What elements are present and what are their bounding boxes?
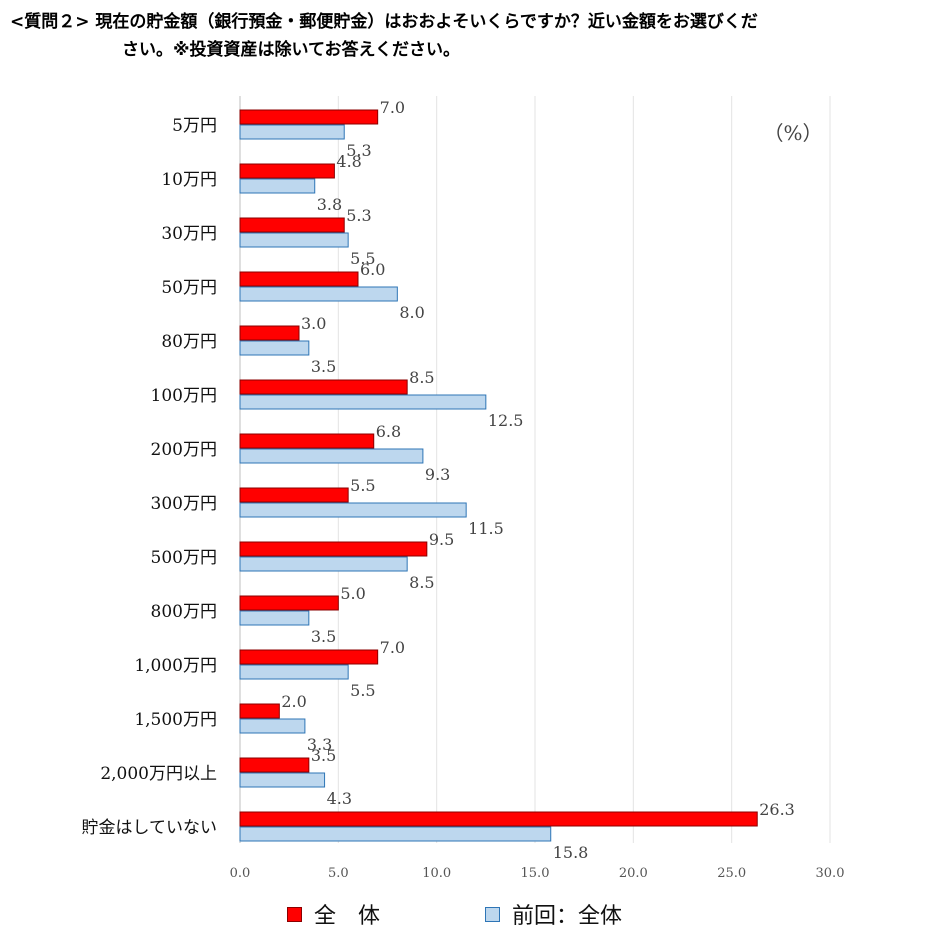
data-label-current: 6.8 [376, 422, 401, 441]
bar-current [239, 757, 310, 773]
bar-previous [239, 502, 467, 518]
data-label-current: 4.8 [336, 152, 361, 171]
category-label: 1,500万円 [134, 710, 217, 730]
bar-previous [239, 556, 408, 572]
bar-previous [239, 448, 424, 464]
legend-label-previous: 前回：全体 [512, 904, 623, 929]
category-label: 10万円 [161, 170, 217, 190]
bar-previous [239, 394, 487, 410]
data-label-previous: 3.8 [317, 195, 342, 214]
bar-previous [239, 124, 345, 140]
data-label-current: 3.5 [311, 746, 336, 765]
x-tick-label: 15.0 [521, 866, 550, 881]
data-label-previous: 11.5 [468, 519, 504, 538]
data-label-current: 8.5 [409, 368, 434, 387]
bar-current [239, 433, 375, 449]
data-label-previous: 5.5 [350, 681, 375, 700]
category-label: 800万円 [151, 602, 217, 622]
legend-label-current: 全 体 [314, 904, 381, 929]
category-label: 500万円 [151, 548, 217, 568]
data-label-previous: 8.0 [399, 303, 424, 322]
data-label-current: 7.0 [380, 638, 405, 657]
bar-current [239, 541, 428, 557]
data-label-current: 26.3 [759, 800, 795, 819]
x-tick-label: 5.0 [328, 866, 349, 881]
data-label-current: 9.5 [429, 530, 454, 549]
x-tick-label: 10.0 [422, 866, 451, 881]
data-label-previous: 8.5 [409, 573, 434, 592]
data-label-current: 5.0 [340, 584, 365, 603]
bar-previous [239, 232, 349, 248]
data-label-previous: 3.5 [311, 627, 336, 646]
data-label-previous: 4.3 [327, 789, 352, 808]
legend-swatch-previous [485, 906, 500, 922]
question-title: <質問２> 現在の貯金額（銀行預金・郵便貯金）はおおよそいくらですか？近い金額を… [10, 8, 920, 64]
data-label-previous: 12.5 [488, 411, 524, 430]
bar-current [239, 811, 758, 827]
data-label-current: 5.5 [350, 476, 375, 495]
data-label-current: 3.0 [301, 314, 326, 333]
bar-previous [239, 772, 326, 788]
category-label: 100万円 [151, 386, 217, 406]
x-tick-label: 0.0 [230, 866, 251, 881]
bar-previous [239, 286, 398, 302]
data-label-previous: 5.3 [346, 141, 371, 160]
unit-label: （%） [763, 121, 822, 145]
category-label: 80万円 [161, 332, 217, 352]
data-label-previous: 15.8 [553, 843, 589, 862]
category-label: 50万円 [161, 278, 217, 298]
category-label: 5万円 [172, 116, 217, 136]
x-tick-label: 25.0 [717, 866, 746, 881]
data-label-previous: 5.5 [350, 249, 375, 268]
question-title-line2: さい。※投資資産は除いてお答えください。 [122, 40, 460, 60]
category-label: 2,000万円以上 [100, 764, 217, 784]
bar-current [239, 325, 300, 341]
bar-current [239, 487, 349, 503]
bar-current [239, 271, 359, 287]
x-tick-label: 30.0 [816, 866, 845, 881]
bar-current [239, 163, 335, 179]
category-label: 300万円 [151, 494, 217, 514]
bar-previous [239, 340, 310, 356]
legend-item-current: 全 体 [287, 898, 380, 930]
bar-previous [239, 178, 316, 194]
category-label: 30万円 [161, 224, 217, 244]
category-label: 200万円 [151, 440, 217, 460]
bar-current [239, 379, 408, 395]
data-label-current: 2.0 [281, 692, 306, 711]
data-label-previous: 3.5 [311, 357, 336, 376]
bar-current [239, 595, 339, 611]
data-label-previous: 9.3 [425, 465, 450, 484]
category-label: 貯金はしていない [82, 818, 218, 838]
bar-chart: 0.0 5.0 10.0 15.0 20.0 25.0 30.0 （%） 5万円 7.0 5.3 10… [82, 96, 845, 881]
data-label-previous: 3.3 [307, 735, 332, 754]
category-label: 1,000万円 [134, 656, 217, 676]
bar-previous [239, 610, 310, 626]
bar-previous [239, 826, 552, 842]
data-label-current: 5.3 [346, 206, 371, 225]
legend-swatch-current [287, 906, 302, 922]
bar-current [239, 109, 379, 125]
question-title-line1: <質問２> 現在の貯金額（銀行預金・郵便貯金）はおおよそいくらですか？近い金額を… [10, 12, 758, 32]
bar-current [239, 703, 280, 719]
data-label-current: 6.0 [360, 260, 385, 279]
bar-current [239, 217, 345, 233]
x-tick-label: 20.0 [619, 866, 648, 881]
bar-current [239, 649, 379, 665]
legend-item-previous: 前回：全体 [485, 898, 622, 930]
data-label-current: 7.0 [380, 98, 405, 117]
bar-previous [239, 718, 306, 734]
bar-previous [239, 664, 349, 680]
chart-legend: 全 体 前回：全体 [0, 898, 931, 934]
